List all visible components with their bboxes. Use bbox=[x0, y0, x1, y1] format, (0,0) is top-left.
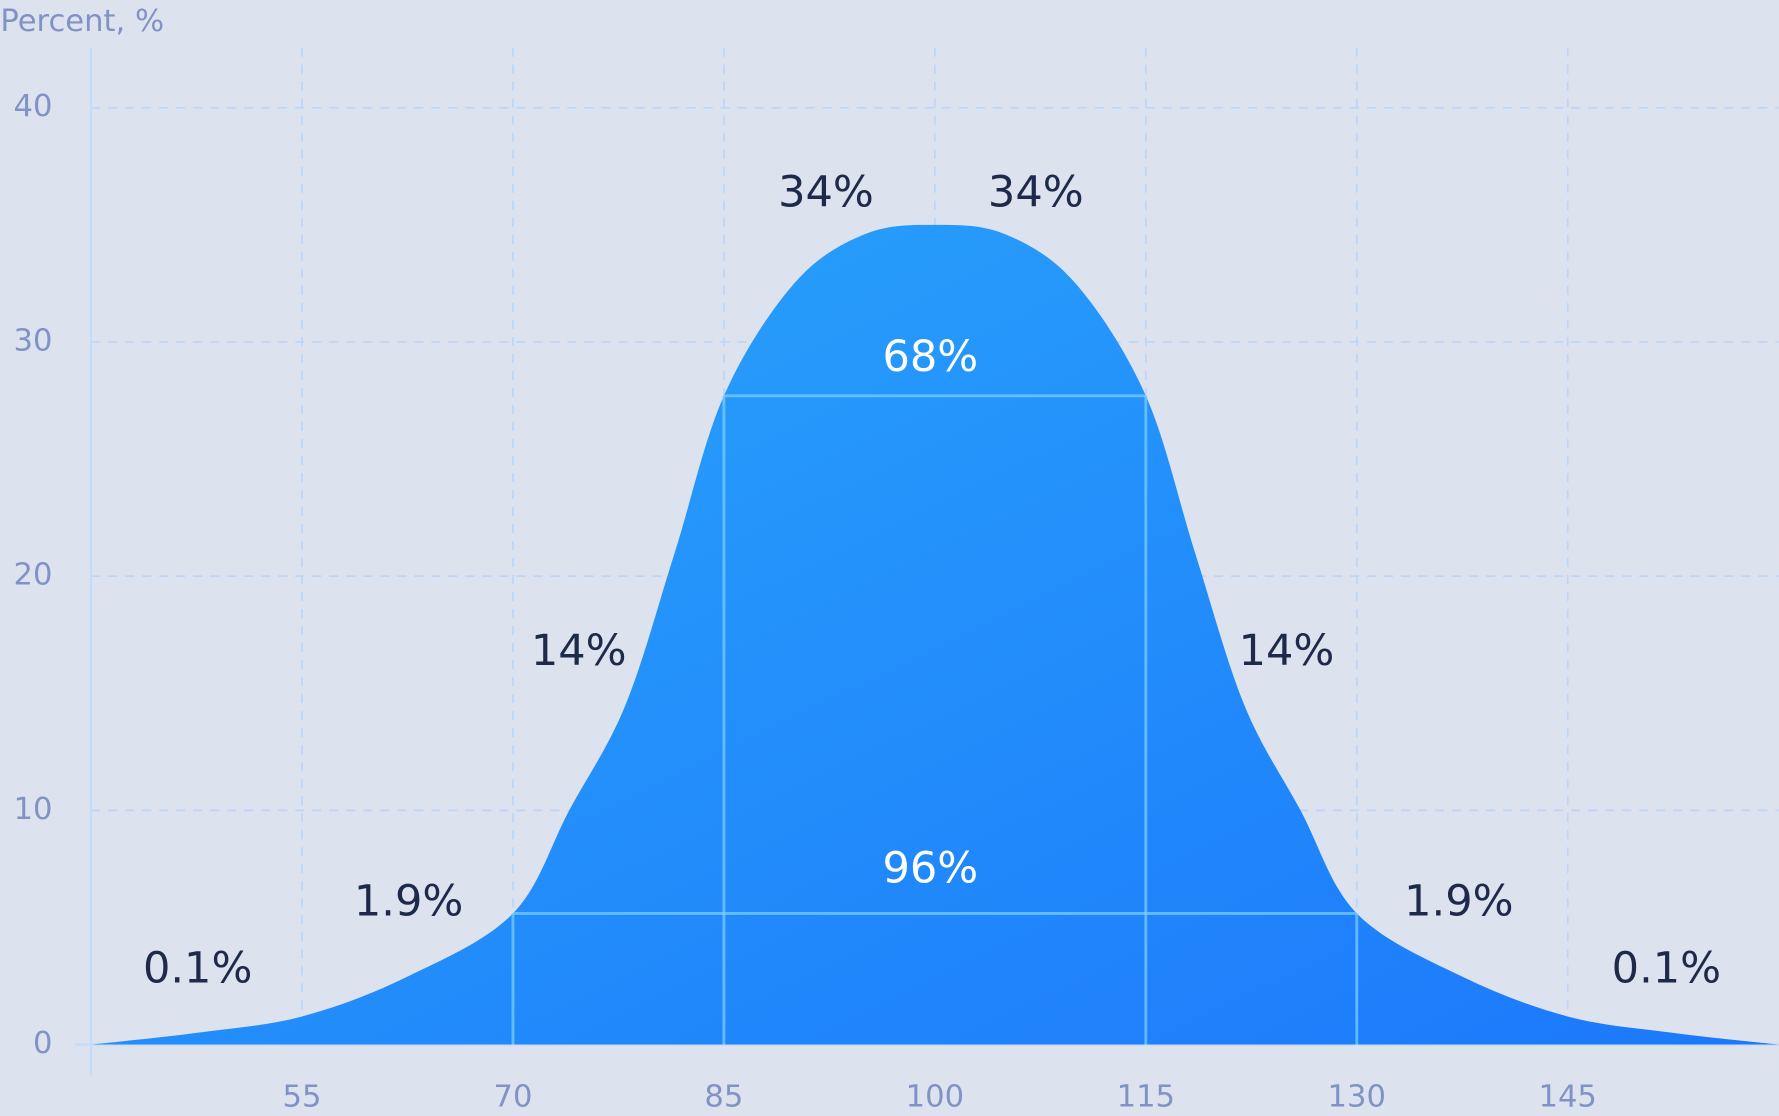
annotation: 1.9% bbox=[354, 876, 463, 926]
annotation: 68% bbox=[882, 332, 978, 382]
annotation: 0.1% bbox=[143, 943, 252, 993]
x-tick-label: 55 bbox=[283, 1079, 322, 1114]
y-tick-label: 10 bbox=[14, 792, 53, 827]
y-tick-label: 20 bbox=[14, 558, 53, 593]
annotation: 14% bbox=[1239, 626, 1335, 676]
x-tick-label: 100 bbox=[906, 1079, 964, 1114]
x-tick-label: 70 bbox=[493, 1079, 532, 1114]
y-tick-label: 0 bbox=[33, 1026, 52, 1061]
x-tick-label: 85 bbox=[704, 1079, 743, 1114]
y-tick-label: 40 bbox=[14, 89, 53, 124]
annotation: 96% bbox=[882, 844, 978, 894]
annotation: 34% bbox=[778, 168, 874, 218]
annotation: 34% bbox=[988, 168, 1084, 218]
x-tick-label: 130 bbox=[1328, 1079, 1386, 1114]
annotation: 1.9% bbox=[1404, 876, 1513, 926]
y-axis-label: Percent, % bbox=[0, 4, 164, 39]
area bbox=[91, 224, 1779, 1045]
y-tick-label: 30 bbox=[14, 323, 53, 358]
x-tick-label: 115 bbox=[1117, 1079, 1175, 1114]
x-tick-label: 145 bbox=[1539, 1079, 1597, 1114]
annotation: 0.1% bbox=[1612, 943, 1721, 993]
annotation: 14% bbox=[531, 626, 627, 676]
